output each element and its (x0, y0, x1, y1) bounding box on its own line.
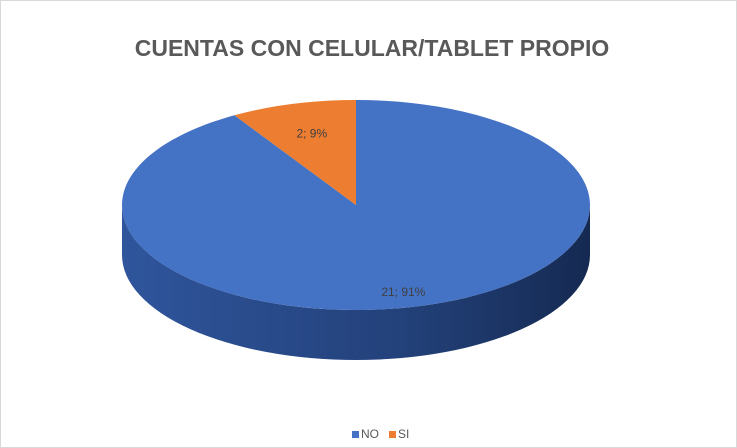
legend-label: NO (361, 427, 379, 441)
data-label: 21; 91% (381, 285, 425, 299)
data-label: 2; 9% (296, 126, 327, 140)
slice-side (122, 205, 590, 360)
legend-swatch (352, 431, 359, 438)
legend-label: SI (398, 427, 409, 441)
chart-title: CUENTAS CON CELULAR/TABLET PROPIO (135, 35, 609, 61)
slice (234, 100, 356, 205)
legend-swatch (389, 431, 396, 438)
